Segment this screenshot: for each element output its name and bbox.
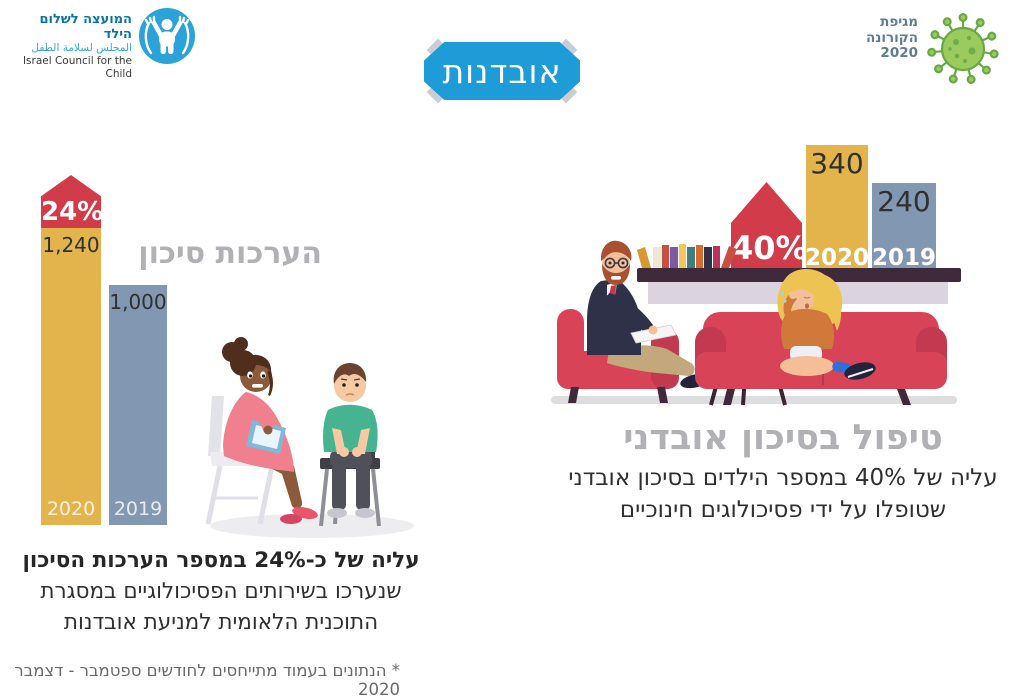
bar-year-label: 2020 <box>805 245 870 271</box>
bar-year-label: 2019 <box>872 245 937 271</box>
increase-percent-treatment: 40% <box>731 229 808 267</box>
child-in-hands-icon <box>139 8 195 64</box>
title-ribbon-shape: אובדנות <box>424 42 580 100</box>
council-logo: המועצה לשלום הילד المجلس لسلامة الطفل Is… <box>22 8 195 81</box>
treatment-caption-body: עליה של 40% במספר הילדים בסיכון אובדני ש… <box>557 463 1009 526</box>
caption-bold-line: עליה של כ-24% במספר הערכות הסיכון <box>22 548 420 573</box>
logo-name-arabic: المجلس لسلامة الطفل <box>31 42 132 54</box>
bar-year-label: 2019 <box>113 498 163 520</box>
bar-treatment-2020: 340 2020 <box>805 145 870 276</box>
bar-risk-2019: 1,000 2019 <box>109 285 167 525</box>
caption-line: שנערכו בשירותים הפסיכולוגיים במסגרת <box>40 579 402 604</box>
treatment-caption: טיפול בסיכון אובדני עליה של 40% במספר הי… <box>557 419 1009 526</box>
title-ribbon: אובדנות <box>424 38 580 104</box>
risk-assessments-title: הערכות סיכון <box>138 236 322 271</box>
counseling-illustration <box>205 337 414 538</box>
logo-name-english: Israel Council for the Child <box>22 55 132 80</box>
pandemic-badge-label: מגיפת הקורונה 2020 <box>842 14 918 62</box>
therapist-figure <box>587 240 710 389</box>
bar-risk-2020: 1,240 2020 <box>41 228 101 525</box>
logo-name-hebrew: המועצה לשלום הילד <box>39 12 132 42</box>
counselor-figure <box>222 337 318 524</box>
crying-girl-figure <box>777 269 876 380</box>
bar-treatment-2019: 240 2019 <box>872 183 936 276</box>
caption-line: שטופלו על ידי פסיכולוגים חינוכיים <box>619 496 947 523</box>
pandemic-line-1: מגיפת <box>880 14 918 30</box>
footnote: * הנתונים בעמוד מתייחסים לחודשים ספטמבר … <box>14 661 400 699</box>
glasses <box>604 257 629 269</box>
bar-value: 1,000 <box>109 290 167 314</box>
pandemic-line-2: הקורונה <box>865 29 918 46</box>
shelf-books <box>637 244 737 268</box>
increase-arrow-risk-assessments: 24% <box>41 175 101 228</box>
child-figure <box>323 363 378 518</box>
caption-line: עליה של 40% במספר הילדים בסיכון אובדני <box>568 465 998 491</box>
council-logo-text: המועצה לשלום הילד المجلس لسلامة الطفل Is… <box>22 8 132 81</box>
increase-percent-risk-assessments: 24% <box>41 197 104 227</box>
bar-year-label: 2020 <box>46 498 96 520</box>
pandemic-line-3: 2020 <box>880 45 918 61</box>
bar-value: 240 <box>877 185 931 218</box>
caption-line: התוכנית הלאומית למניעת אובדנות <box>63 610 379 635</box>
therapy-illustration <box>551 240 961 406</box>
bar-value: 1,240 <box>42 233 100 257</box>
coronavirus-icon <box>927 13 999 84</box>
risk-assessments-caption: עליה של כ-24% במספר הערכות הסיכון שנערכו… <box>16 545 426 638</box>
bar-value: 340 <box>810 147 864 180</box>
page-title: אובדנות <box>442 51 562 91</box>
floor-shadow <box>551 396 957 404</box>
treatment-title: טיפול בסיכון אובדני <box>623 418 943 458</box>
